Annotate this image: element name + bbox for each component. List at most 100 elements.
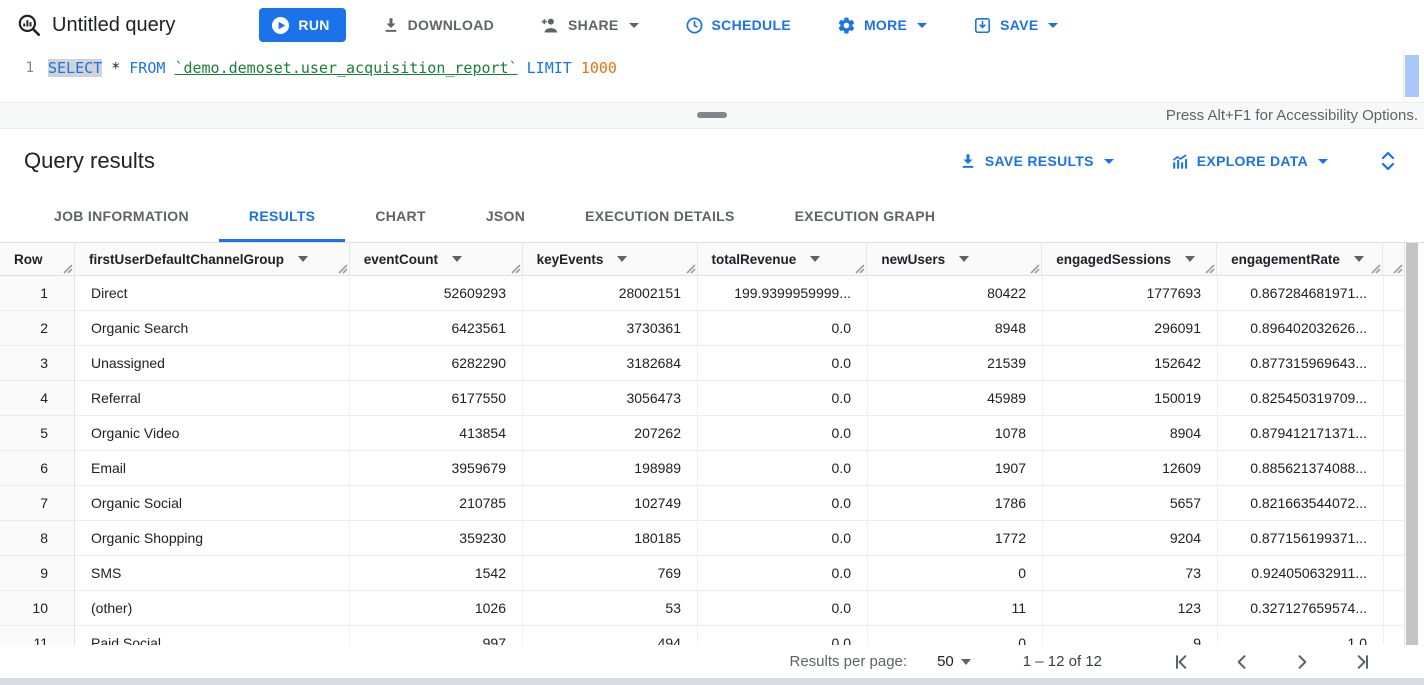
cell-engagedsessions: 8904 (1043, 416, 1218, 450)
cell-newusers: 80422 (868, 276, 1043, 310)
cell-engagedsessions: 1777693 (1043, 276, 1218, 310)
chevron-down-icon (960, 658, 971, 665)
query-title: Untitled query (52, 13, 176, 36)
more-button[interactable]: MORE (827, 8, 937, 42)
scrollbar-thumb[interactable] (1406, 243, 1418, 645)
column-menu-icon[interactable] (1353, 256, 1364, 262)
cell-eventcount: 413854 (350, 416, 523, 450)
column-menu-icon[interactable] (1185, 256, 1196, 262)
row-number: 3 (0, 346, 75, 380)
first-page-button[interactable] (1168, 648, 1196, 676)
column-resize-handle-icon[interactable] (685, 264, 696, 274)
download-button[interactable]: DOWNLOAD (372, 8, 504, 42)
table-vertical-scrollbar[interactable] (1404, 243, 1418, 645)
column-resize-handle-icon[interactable] (1030, 264, 1040, 274)
cell-keyevents: 198989 (523, 451, 698, 485)
cell-engagedsessions: 150019 (1043, 381, 1218, 415)
cell-engagementrate: 0.825450319709... (1218, 381, 1384, 415)
sql-table-reference[interactable]: `demo.demoset.user_acquisition_report` (174, 59, 518, 77)
run-button[interactable]: RUN (259, 8, 346, 42)
cell-totalrevenue: 0.0 (698, 591, 868, 625)
column-menu-icon[interactable] (959, 256, 970, 262)
splitter-drag-handle[interactable] (697, 112, 727, 118)
row-number: 10 (0, 591, 75, 625)
last-page-button[interactable] (1348, 648, 1376, 676)
page-size-select[interactable]: 50 (937, 653, 971, 670)
column-resize-handle-icon[interactable] (338, 264, 348, 274)
pagination-bar: Results per page: 50 1 – 12 of 12 (0, 645, 1424, 678)
tab-execution-graph[interactable]: EXECUTION GRAPH (794, 208, 936, 224)
table-row: 11 Paid Social 997 494 0.0 0 9 1.0 (0, 626, 1404, 645)
row-number: 11 (0, 626, 75, 645)
row-number: 5 (0, 416, 75, 450)
row-number: 4 (0, 381, 75, 415)
bigquery-query-icon (14, 10, 44, 40)
column-label: totalRevenue (711, 251, 797, 267)
cell-totalrevenue: 0.0 (698, 556, 868, 590)
column-resize-handle-icon[interactable] (1205, 264, 1215, 274)
column-header-eventcount[interactable]: eventCount (350, 243, 523, 275)
tab-chart[interactable]: CHART (375, 208, 426, 224)
cell-totalrevenue: 0.0 (698, 451, 868, 485)
horizontal-scrollbar-track[interactable] (0, 678, 1424, 685)
cell-newusers: 1786 (868, 486, 1043, 520)
chevron-down-icon (1318, 158, 1328, 164)
column-header-row[interactable]: Row (0, 243, 75, 275)
cell-keyevents: 53 (523, 591, 698, 625)
tab-json[interactable]: JSON (485, 208, 526, 224)
cell-keyevents: 494 (523, 626, 698, 645)
editor-scrollbar-thumb[interactable] (1405, 55, 1419, 97)
cell-engagedsessions: 9 (1043, 626, 1218, 645)
column-label: newUsers (881, 251, 946, 267)
chevron-down-icon (1048, 22, 1059, 28)
explore-data-button[interactable]: EXPLORE DATA (1160, 152, 1338, 171)
sql-editor[interactable]: 1 SELECT * FROM `demo.demoset.user_acqui… (0, 50, 1424, 102)
save-results-button[interactable]: SAVE RESULTS (949, 152, 1124, 170)
tab-execution-details[interactable]: EXECUTION DETAILS (585, 208, 735, 224)
cell-firstuserdefaultchannelgroup: Email (75, 451, 350, 485)
table-row: 1 Direct 52609293 28002151 199.9399959999...… (0, 276, 1404, 311)
column-header-engagementrate[interactable]: engagementRate (1217, 243, 1383, 275)
cell-keyevents: 207262 (523, 416, 698, 450)
chevron-right-icon (1298, 654, 1307, 669)
next-page-button[interactable] (1288, 648, 1316, 676)
column-header-keyevents[interactable]: keyEvents (523, 243, 698, 275)
column-resize-handle-icon[interactable] (63, 264, 73, 274)
column-menu-icon[interactable] (617, 256, 628, 262)
sql-code-line[interactable]: SELECT * FROM `demo.demoset.user_acquisi… (48, 59, 617, 77)
column-resize-handle-icon[interactable] (855, 264, 865, 274)
cell-newusers: 0 (868, 626, 1043, 645)
cell-keyevents: 28002151 (523, 276, 698, 310)
table-body: 1 Direct 52609293 28002151 199.9399959999...… (0, 276, 1404, 645)
column-menu-icon[interactable] (297, 256, 308, 262)
column-resize-handle-icon[interactable] (1371, 264, 1381, 274)
column-menu-icon[interactable] (452, 256, 462, 262)
results-table: Row firstUserDefaultChannelGroup eventCoun… (0, 243, 1424, 645)
cell-engagementrate: 0.867284681971... (1218, 276, 1384, 310)
column-header-totalrevenue[interactable]: totalRevenue (698, 243, 868, 275)
gear-icon (837, 16, 856, 35)
column-header-engagedsessions[interactable]: engagedSessions (1042, 243, 1218, 275)
expand-collapse-button[interactable] (1378, 148, 1398, 174)
cell-newusers: 1772 (868, 521, 1043, 555)
row-number: 1 (0, 276, 75, 310)
chevron-left-icon (1237, 654, 1246, 669)
previous-page-button[interactable] (1228, 648, 1256, 676)
column-label: engagementRate (1231, 251, 1340, 267)
cell-totalrevenue: 0.0 (698, 381, 868, 415)
splitter-strip: Press Alt+F1 for Accessibility Options. (0, 102, 1424, 129)
column-label: engagedSessions (1056, 251, 1172, 267)
column-header-firstuserdefaultchannelgroup[interactable]: firstUserDefaultChannelGroup (75, 243, 350, 275)
schedule-button[interactable]: SCHEDULE (675, 8, 801, 42)
cell-newusers: 45989 (868, 381, 1043, 415)
column-header-newusers[interactable]: newUsers (867, 243, 1043, 275)
share-button[interactable]: SHARE (530, 8, 649, 42)
column-menu-icon[interactable] (810, 256, 821, 262)
column-resize-handle-icon[interactable] (511, 264, 521, 274)
tab-results[interactable]: RESULTS (218, 193, 346, 242)
column-label: eventCount (363, 251, 438, 267)
cell-keyevents: 3056473 (523, 381, 698, 415)
column-resize-handle-icon[interactable] (1393, 264, 1403, 274)
tab-job-information[interactable]: JOB INFORMATION (54, 208, 189, 224)
save-button[interactable]: SAVE (963, 8, 1068, 42)
